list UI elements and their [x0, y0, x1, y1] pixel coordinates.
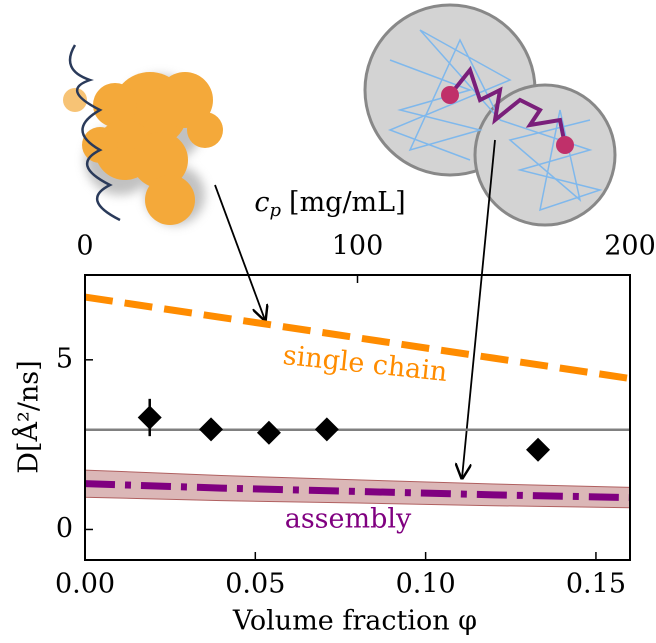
- top-axis-label: cp [mg/mL]: [254, 187, 405, 222]
- top-x-tick-label: 0: [76, 231, 93, 262]
- point: [526, 437, 551, 462]
- point: [137, 405, 162, 430]
- chain-illustration: [63, 44, 223, 225]
- top-axis-subscript: p: [270, 200, 282, 221]
- line: [84, 480, 631, 502]
- y-axis-label: D[Å²/ns]: [12, 360, 45, 473]
- arrow: [462, 139, 496, 478]
- y-tick-label: 5: [56, 343, 73, 374]
- top-axis-symbol: c: [254, 187, 269, 218]
- series-annotation: assembly: [285, 504, 412, 535]
- x-axis-label: Volume fraction φ: [232, 606, 477, 637]
- line: [84, 293, 631, 382]
- top-axis-unit: [mg/mL]: [289, 187, 406, 218]
- x-tick-label: 0.00: [55, 569, 115, 600]
- point: [256, 420, 281, 445]
- x-tick-label: 0.10: [396, 569, 456, 600]
- plot-frame: [84, 274, 631, 561]
- top-x-tick-label: 200: [604, 231, 656, 262]
- top-x-tick-label: 100: [332, 231, 384, 262]
- point: [314, 417, 339, 442]
- x-tick-label: 0.05: [225, 569, 285, 600]
- arrow: [214, 184, 265, 320]
- y-tick-label: 0: [56, 513, 73, 544]
- point: [199, 417, 224, 442]
- x-tick-label: 0.15: [566, 569, 626, 600]
- assembly-illustration: [363, 3, 617, 227]
